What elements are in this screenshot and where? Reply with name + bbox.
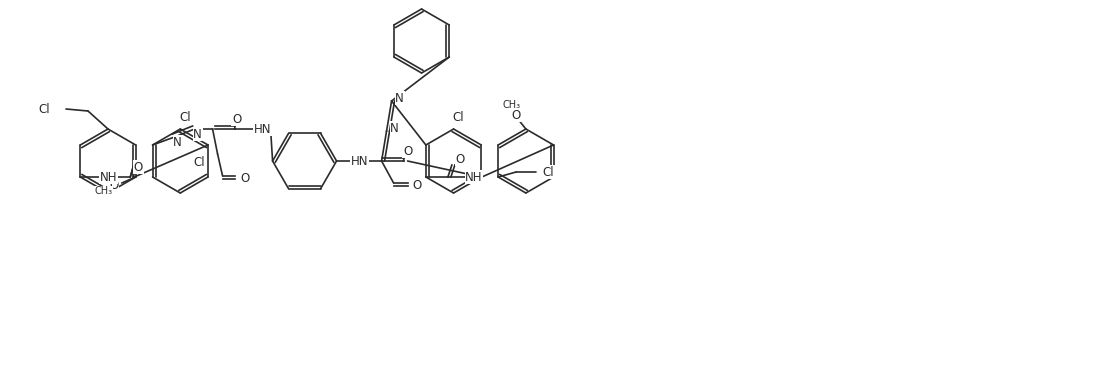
Text: O: O — [240, 171, 249, 184]
Text: Cl: Cl — [38, 102, 49, 115]
Text: O: O — [511, 108, 520, 121]
Text: NH: NH — [100, 171, 117, 184]
Text: O: O — [403, 144, 412, 158]
Text: O: O — [412, 178, 421, 191]
Text: CH₃: CH₃ — [502, 100, 521, 110]
Text: Cl: Cl — [180, 111, 191, 124]
Text: O: O — [455, 152, 464, 165]
Text: CH₃: CH₃ — [94, 186, 113, 196]
Text: N: N — [173, 135, 182, 148]
Text: NH: NH — [465, 171, 483, 184]
Text: N: N — [395, 92, 404, 105]
Text: Cl: Cl — [542, 165, 554, 178]
Text: O: O — [134, 161, 143, 174]
Text: O: O — [231, 112, 241, 125]
Text: Cl: Cl — [453, 111, 464, 124]
Text: N: N — [193, 128, 202, 141]
Text: HN: HN — [351, 154, 369, 167]
Text: O: O — [109, 178, 118, 191]
Text: Cl: Cl — [194, 155, 205, 168]
Text: N: N — [391, 121, 399, 135]
Text: HN: HN — [253, 122, 271, 135]
